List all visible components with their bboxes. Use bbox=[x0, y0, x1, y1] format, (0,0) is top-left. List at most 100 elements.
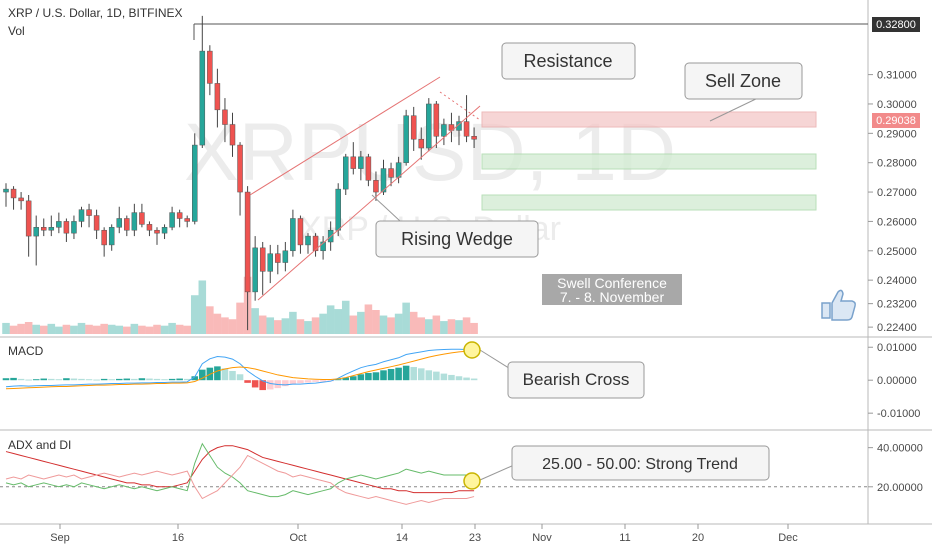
macd-line bbox=[5, 348, 475, 388]
price-tick-label: 0.25000 bbox=[877, 246, 917, 258]
macd-histogram-bar bbox=[244, 380, 251, 383]
volume-bar bbox=[379, 315, 388, 334]
target-zone-2[interactable] bbox=[481, 194, 817, 211]
macd-histogram-bar bbox=[161, 379, 168, 381]
macd-histogram-bar bbox=[168, 378, 176, 381]
candle-body bbox=[78, 209, 85, 222]
sell-zone-callout[interactable]: Sell Zone bbox=[684, 62, 803, 122]
volume-bar bbox=[228, 319, 237, 334]
volume-bar bbox=[17, 323, 25, 334]
volume-label: Vol bbox=[8, 24, 25, 38]
minus-di-line bbox=[5, 454, 475, 505]
volume-bar bbox=[153, 324, 161, 334]
volume-bar bbox=[440, 321, 448, 334]
volume-bar bbox=[183, 325, 191, 334]
volume-bar bbox=[372, 310, 380, 334]
candle-body bbox=[320, 241, 326, 252]
candle-body bbox=[63, 221, 70, 234]
candle-body bbox=[10, 188, 17, 199]
volume-bar bbox=[394, 313, 403, 334]
volume-bar bbox=[100, 323, 108, 334]
rising-wedge-drawing[interactable] bbox=[249, 76, 481, 301]
time-tick-label: Sep bbox=[50, 532, 70, 544]
target-zone-1[interactable] bbox=[481, 153, 817, 170]
candle-body bbox=[282, 250, 289, 263]
price-tick-label: 0.23200 bbox=[877, 299, 917, 311]
candle-body bbox=[388, 168, 394, 178]
svg-text:Rising Wedge: Rising Wedge bbox=[401, 229, 513, 249]
macd-histogram-bar bbox=[70, 378, 78, 381]
candle-body bbox=[290, 218, 296, 252]
volume-bar bbox=[258, 315, 267, 334]
svg-text:25.00 - 50.00: Strong Trend: 25.00 - 50.00: Strong Trend bbox=[542, 456, 738, 473]
trend-strength-callout[interactable]: 25.00 - 50.00: Strong Trend bbox=[463, 445, 770, 490]
macd-histogram-bar bbox=[440, 373, 448, 381]
macd-histogram-bar bbox=[319, 380, 327, 382]
price-tick-label: 0.24000 bbox=[877, 275, 917, 287]
macd-histogram-bar bbox=[350, 376, 357, 381]
volume-bar bbox=[311, 317, 320, 334]
candle-body bbox=[41, 227, 47, 231]
candle-body bbox=[365, 156, 372, 181]
macd-histogram-bar bbox=[282, 380, 289, 387]
macd-histogram-bar bbox=[463, 377, 470, 381]
resistance-price-badge: 0.32800 bbox=[872, 17, 920, 32]
time-tick-label: 11 bbox=[619, 532, 630, 544]
macd-histogram-bar bbox=[78, 378, 85, 381]
macd-histogram-bar bbox=[342, 377, 350, 381]
macd-tick-label: 0.00000 bbox=[877, 375, 917, 387]
macd-histogram-bar bbox=[183, 378, 191, 381]
volume-bar bbox=[190, 295, 199, 334]
volume-bar bbox=[357, 311, 365, 334]
candle-body bbox=[184, 218, 190, 222]
macd-histogram-bar bbox=[32, 379, 40, 381]
candle-body bbox=[25, 200, 32, 237]
event-label[interactable]: Swell Conference 7. - 8. November bbox=[542, 274, 682, 305]
candle-body bbox=[101, 229, 107, 246]
volume-bar bbox=[130, 323, 139, 334]
candle-body bbox=[463, 121, 470, 137]
volume-bar bbox=[402, 302, 410, 334]
volume-bar bbox=[85, 324, 93, 334]
pane-frames bbox=[0, 0, 932, 525]
candle-body bbox=[56, 221, 62, 228]
resistance-callout[interactable]: Resistance bbox=[501, 42, 636, 80]
volume-bar bbox=[266, 317, 275, 334]
volume-bar bbox=[175, 324, 184, 334]
volume-bar bbox=[47, 323, 56, 334]
volume-bar bbox=[455, 320, 463, 334]
macd-histogram-bar bbox=[199, 369, 206, 381]
candle-body bbox=[18, 197, 24, 202]
svg-text:Bearish Cross: Bearish Cross bbox=[523, 370, 630, 389]
candle-body bbox=[199, 50, 206, 146]
volume-bar bbox=[2, 322, 10, 334]
volume-bar bbox=[55, 326, 63, 334]
macd-histogram-bar bbox=[63, 378, 70, 381]
volume-bar bbox=[349, 315, 358, 334]
volume-bar bbox=[274, 320, 282, 334]
plus-di-line bbox=[5, 442, 475, 498]
volume-bar bbox=[39, 325, 48, 334]
candle-body bbox=[373, 180, 379, 193]
time-tick-label: Dec bbox=[778, 532, 798, 544]
volume-bar bbox=[168, 322, 176, 334]
macd-axis: 0.01000 0.00000 -0.01000 bbox=[868, 342, 920, 420]
macd-histogram-bar bbox=[40, 378, 48, 381]
candle-body bbox=[124, 218, 130, 231]
volume-bar bbox=[387, 317, 395, 334]
volume-bar bbox=[32, 324, 40, 334]
rising-wedge-callout[interactable]: Rising Wedge bbox=[371, 194, 539, 258]
candle-body bbox=[252, 247, 258, 293]
volume-bar bbox=[160, 325, 169, 334]
macd-tick-label: -0.01000 bbox=[877, 408, 920, 420]
macd-histogram-bar bbox=[93, 379, 100, 381]
sell-zone[interactable] bbox=[481, 111, 817, 128]
candle-body bbox=[176, 212, 183, 219]
candle-body bbox=[426, 103, 432, 149]
candle-body bbox=[343, 156, 349, 190]
bearish-cross-callout[interactable]: Bearish Cross bbox=[463, 341, 645, 399]
candle-body bbox=[350, 156, 357, 169]
thumbs-up-icon[interactable] bbox=[821, 289, 856, 321]
candle-body bbox=[380, 168, 387, 193]
